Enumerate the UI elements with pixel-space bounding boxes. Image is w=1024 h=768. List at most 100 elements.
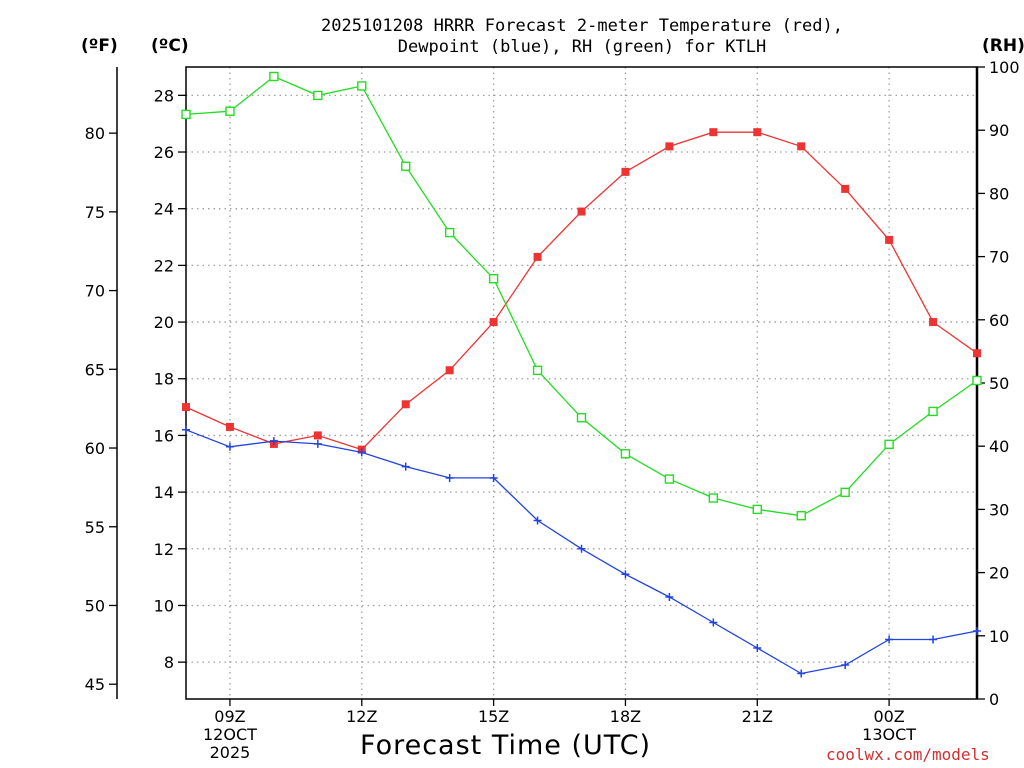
temperature-point xyxy=(489,318,498,327)
rh-unit-label: (RH) xyxy=(982,36,1024,56)
dewpoint-point xyxy=(445,473,454,482)
rh-point xyxy=(357,81,367,91)
chart-title-line1: 2025101208 HRRR Forecast 2-meter Tempera… xyxy=(321,16,843,36)
rh-tick-label: 90 xyxy=(989,121,1009,140)
celsius-tick-label: 12 xyxy=(154,540,174,559)
rh-line xyxy=(185,75,978,517)
rh-point xyxy=(752,504,762,515)
source-credit: coolwx.com/models xyxy=(826,745,990,764)
temperature-point xyxy=(445,366,454,375)
rh-tick-label: 50 xyxy=(989,374,1009,393)
fahrenheit-tick-label: 50 xyxy=(85,596,105,615)
rh-point xyxy=(488,274,499,284)
rh-point xyxy=(269,71,279,82)
rh-tick-label: 60 xyxy=(989,311,1009,330)
celsius-tick-label: 26 xyxy=(154,143,174,162)
dewpoint-point xyxy=(621,570,630,579)
rh-point xyxy=(313,90,323,101)
x-tick-date-label: 2025 xyxy=(210,743,251,762)
temperature-point xyxy=(973,349,981,358)
plot-frame xyxy=(185,66,978,700)
temperature-point xyxy=(885,235,894,244)
x-tick-label: 00Z xyxy=(873,707,904,726)
celsius-tick-label: 28 xyxy=(154,86,174,105)
temperature-point xyxy=(841,184,850,193)
x-tick-label: 15Z xyxy=(478,707,509,726)
celsius-tick-label: 22 xyxy=(154,256,174,275)
dewpoint-point xyxy=(665,592,674,601)
dewpoint-point xyxy=(533,516,542,525)
rh-point xyxy=(444,227,455,238)
temperature-point xyxy=(577,207,586,216)
dewpoint-point xyxy=(357,448,366,457)
fahrenheit-tick-label: 70 xyxy=(85,282,105,301)
rh-point xyxy=(928,406,938,417)
dewpoint-point xyxy=(577,544,586,553)
celsius-unit-label: (ºC) xyxy=(151,36,189,56)
fahrenheit-tick-label: 75 xyxy=(85,203,105,222)
dewpoint-point xyxy=(797,669,806,678)
rh-point xyxy=(884,439,894,450)
rh-point xyxy=(796,511,806,521)
temperature-point xyxy=(753,128,762,137)
temperature-point xyxy=(401,400,410,409)
rh-point xyxy=(664,474,675,484)
x-axis-label: Forecast Time (UTC) xyxy=(360,730,652,761)
x-tick-date-label: 13OCT xyxy=(862,725,916,744)
temperature-point xyxy=(929,318,938,327)
rh-point xyxy=(972,375,982,386)
dewpoint-point xyxy=(225,442,234,451)
dewpoint-point xyxy=(753,643,762,652)
temperature-point xyxy=(313,431,322,440)
rh-tick-label: 10 xyxy=(989,627,1009,646)
rh-point xyxy=(401,161,411,171)
dewpoint-point xyxy=(182,425,190,434)
dewpoint-point xyxy=(401,462,410,471)
rh-point xyxy=(225,106,235,116)
celsius-tick-label: 16 xyxy=(154,426,174,445)
chart-title: 2025101208 HRRR Forecast 2-meter Tempera… xyxy=(0,16,1024,58)
celsius-tick-label: 20 xyxy=(154,313,174,332)
temperature-point xyxy=(709,128,718,137)
x-tick-date-label: 12OCT xyxy=(203,725,257,744)
dewpoint-point xyxy=(841,660,850,669)
x-tick-label: 18Z xyxy=(610,707,641,726)
chart-title-line2: Dewpoint (blue), RH (green) for KTLH xyxy=(397,37,767,57)
celsius-tick-label: 8 xyxy=(164,653,174,672)
celsius-tick-label: 10 xyxy=(154,596,174,615)
rh-tick-label: 70 xyxy=(989,248,1009,267)
dewpoint-point xyxy=(709,618,718,627)
x-tick-label: 12Z xyxy=(346,707,377,726)
fahrenheit-tick-label: 45 xyxy=(85,675,105,694)
temperature-point xyxy=(665,142,674,151)
rh-tick-label: 30 xyxy=(989,500,1009,519)
rh-tick-label: 40 xyxy=(989,437,1009,456)
dewpoint-point xyxy=(929,635,938,644)
dewpoint-point xyxy=(269,437,278,446)
rh-point xyxy=(181,109,191,120)
celsius-tick-label: 18 xyxy=(154,370,174,389)
fahrenheit-tick-label: 80 xyxy=(85,124,105,143)
rh-point xyxy=(576,413,587,423)
celsius-tick-label: 14 xyxy=(154,483,174,502)
rh-point xyxy=(620,449,631,459)
fahrenheit-tick-label: 65 xyxy=(85,360,105,379)
temperature-point xyxy=(182,403,190,412)
temperature-point xyxy=(533,252,542,261)
dewpoint-point xyxy=(885,635,894,644)
rh-tick-label: 20 xyxy=(989,564,1009,583)
temperature-point xyxy=(797,142,806,151)
x-tick-label: 21Z xyxy=(742,707,773,726)
rh-point xyxy=(708,493,719,503)
fahrenheit-tick-label: 60 xyxy=(85,439,105,458)
dewpoint-point xyxy=(489,473,498,482)
dewpoint-point xyxy=(973,626,981,635)
rh-tick-label: 0 xyxy=(989,690,999,709)
rh-point xyxy=(840,487,850,498)
x-tick-label: 09Z xyxy=(214,707,245,726)
fahrenheit-unit-label: (ºF) xyxy=(81,36,118,56)
rh-tick-label: 80 xyxy=(989,184,1009,203)
temperature-point xyxy=(621,167,630,176)
temperature-line xyxy=(185,131,978,451)
